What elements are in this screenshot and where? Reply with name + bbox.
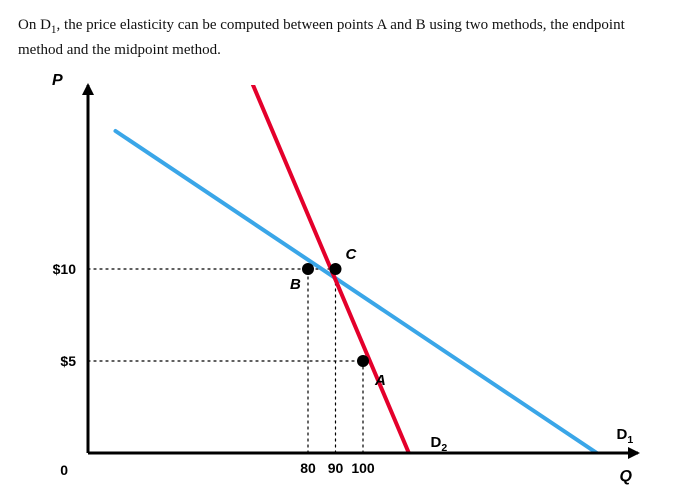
intro-rest: , the price elasticity can be computed b…: [18, 17, 625, 58]
page: On D1, the price elasticity can be compu…: [0, 0, 685, 502]
x-tick-label: 80: [300, 460, 316, 476]
intro-text: On D1, the price elasticity can be compu…: [18, 14, 667, 61]
point-label-c: C: [346, 246, 358, 263]
point-b: [302, 263, 314, 275]
point-label-a: A: [374, 372, 386, 389]
chart-svg: PQ$5$1008090100ABCD1D2: [18, 67, 658, 487]
elasticity-chart: PQ$5$1008090100ABCD1D2: [18, 67, 658, 487]
point-c: [330, 263, 342, 275]
x-axis-label: Q: [620, 468, 633, 485]
x-tick-label: 100: [351, 460, 375, 476]
y-tick-label: $10: [53, 261, 77, 277]
y-axis-label: P: [52, 72, 63, 89]
intro-prefix: On D: [18, 17, 51, 33]
origin-label: 0: [60, 462, 68, 478]
y-tick-label: $5: [60, 353, 76, 369]
point-a: [357, 355, 369, 367]
x-tick-label: 90: [328, 460, 344, 476]
point-label-b: B: [290, 276, 301, 293]
